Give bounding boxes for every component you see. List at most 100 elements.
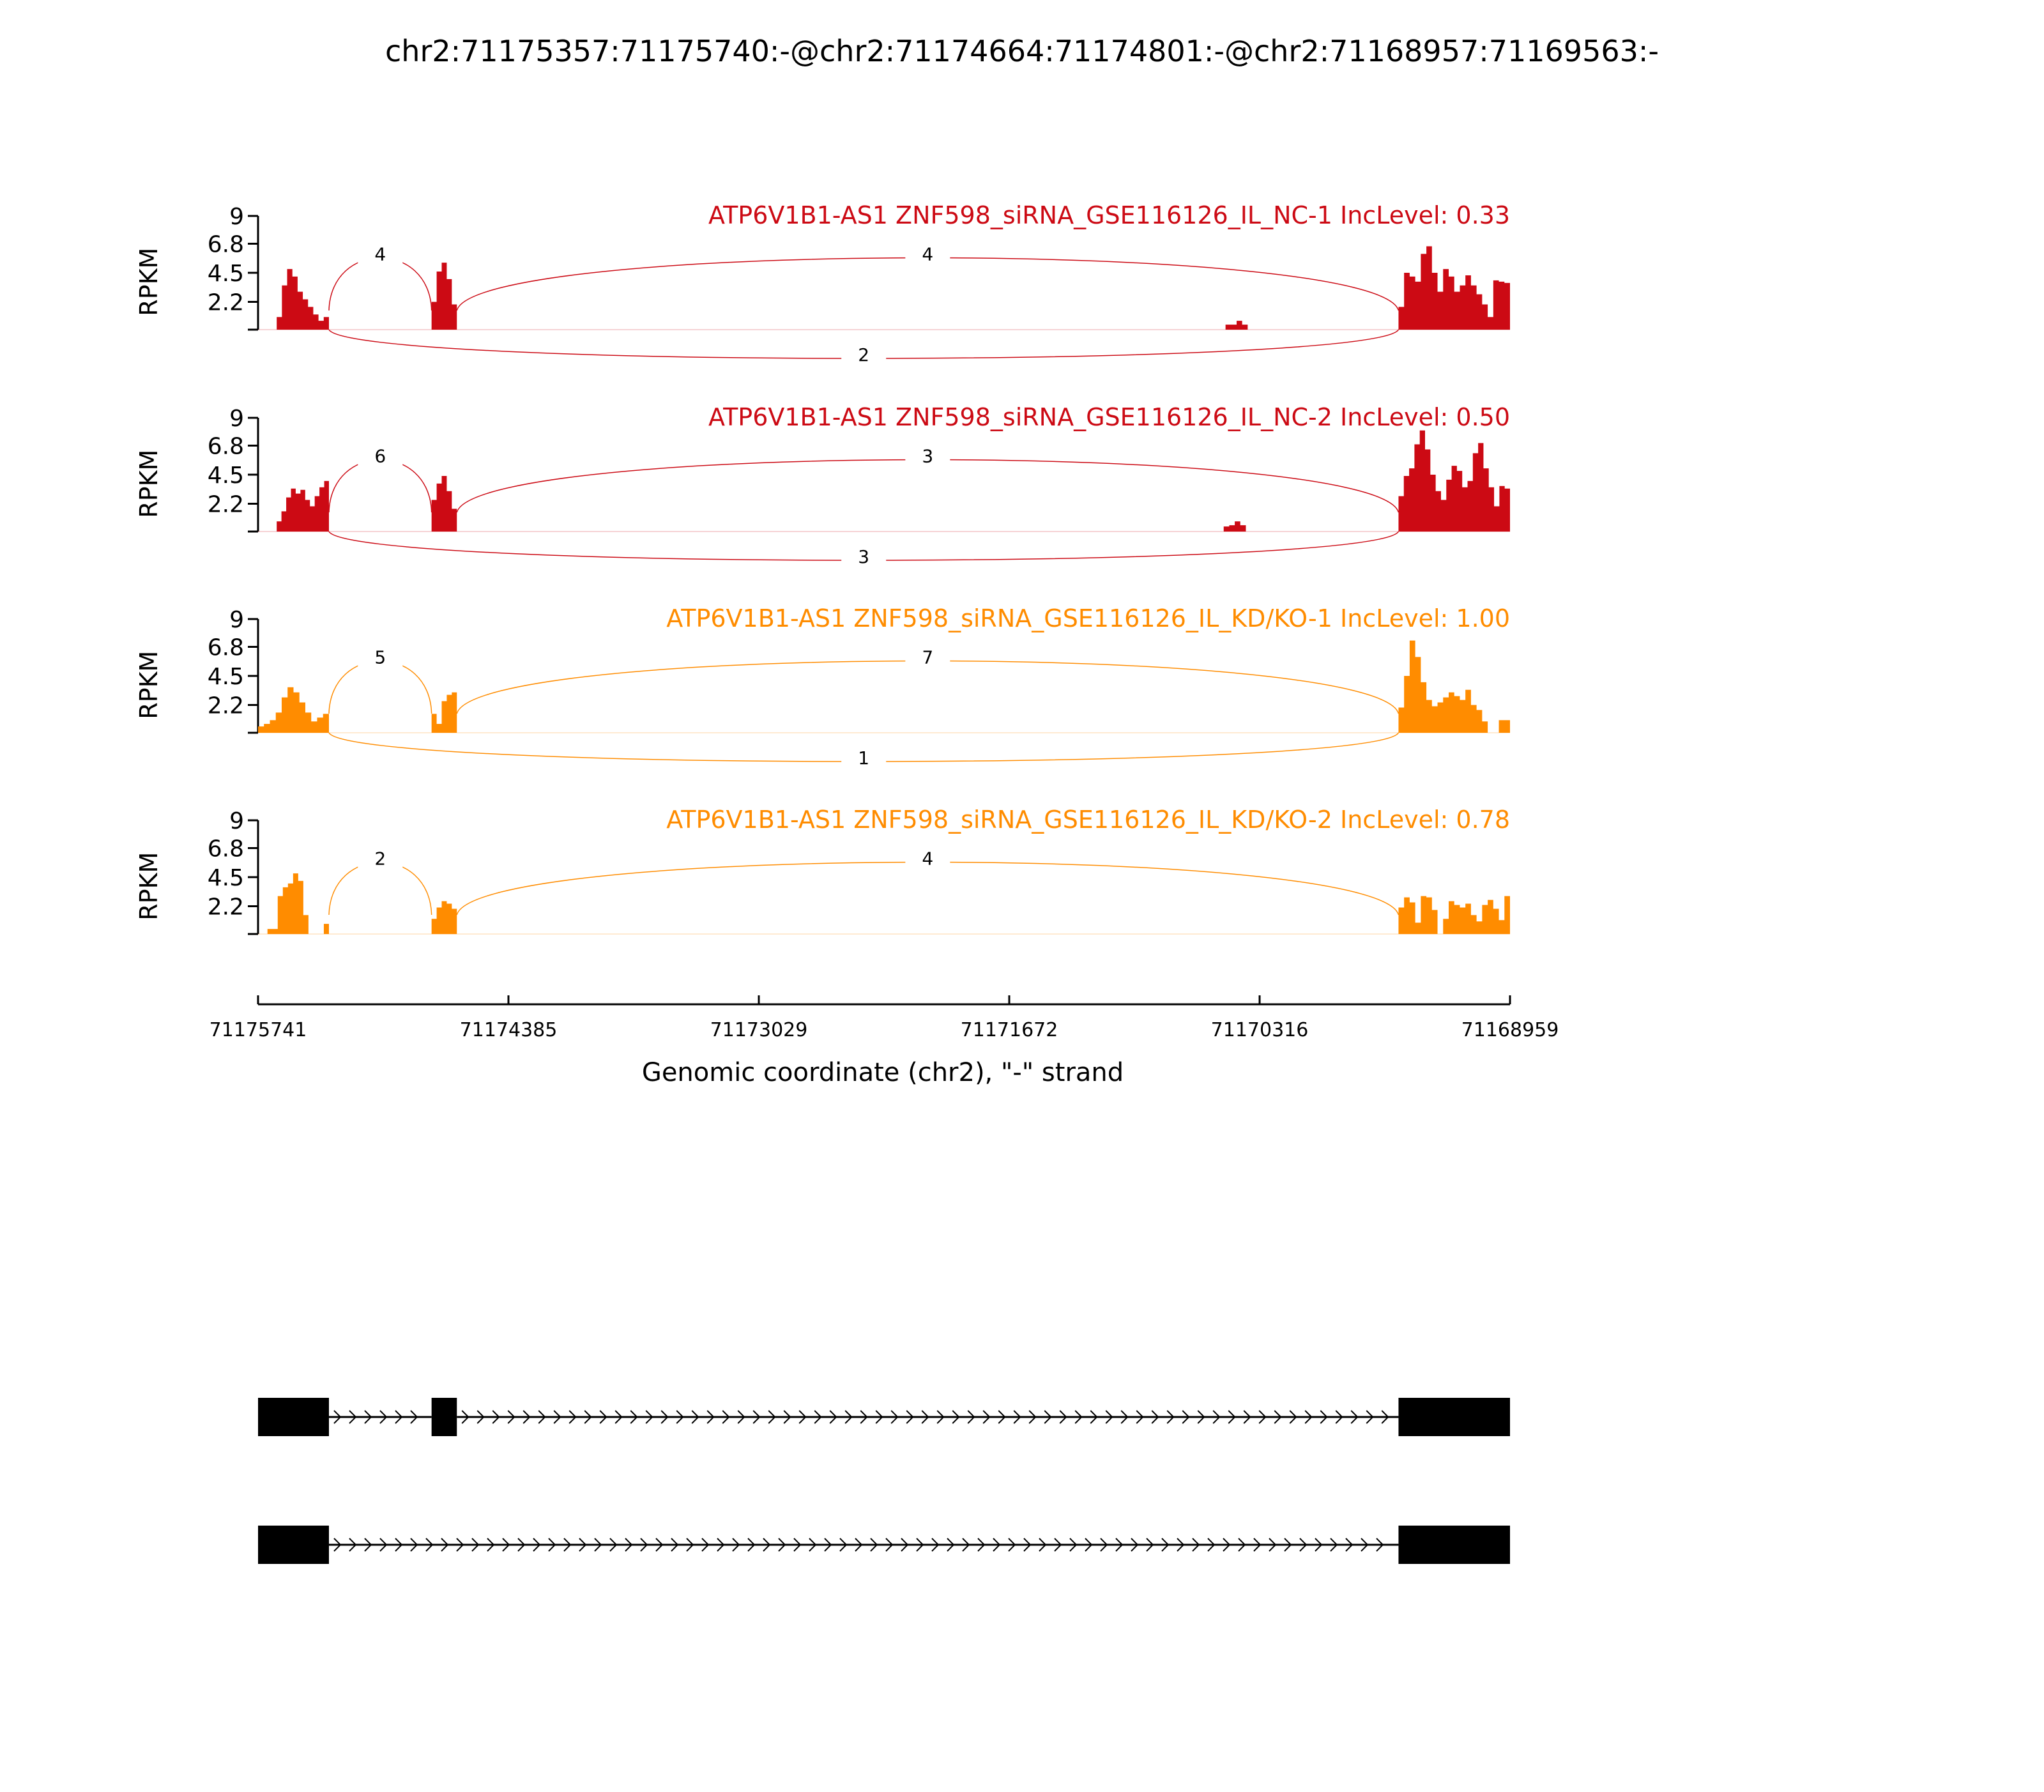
strand-chevron	[548, 1538, 556, 1552]
strand-chevron	[1335, 1410, 1343, 1424]
strand-chevron	[333, 1410, 342, 1424]
strand-chevron	[487, 1538, 495, 1552]
strand-chevron	[645, 1410, 653, 1424]
strand-chevron	[732, 1538, 740, 1552]
strand-chevron	[839, 1538, 848, 1552]
strand-chevron	[1350, 1410, 1359, 1424]
strand-chevron	[952, 1410, 960, 1424]
y-tick-label: 2.2	[208, 289, 244, 316]
strand-chevron	[947, 1538, 955, 1552]
y-tick-label: 4.5	[208, 865, 244, 891]
strand-chevron	[1090, 1410, 1098, 1424]
x-tick-label: 71174385	[460, 1019, 558, 1041]
strand-chevron	[706, 1410, 715, 1424]
strand-chevron	[594, 1538, 602, 1552]
coverage-block-2	[431, 475, 457, 532]
strand-chevron	[936, 1410, 945, 1424]
strand-chevron	[1253, 1538, 1262, 1552]
strand-chevron	[568, 1410, 577, 1424]
junction-arc	[456, 459, 1400, 513]
coverage-bar	[1398, 430, 1510, 532]
junction-count: 6	[374, 446, 386, 467]
strand-chevron	[533, 1538, 541, 1552]
exon-block	[1398, 1398, 1510, 1436]
strand-chevron	[1212, 1410, 1221, 1424]
junction-label-bg	[358, 848, 403, 869]
coverage-bar	[431, 475, 457, 532]
junction-arc	[328, 459, 432, 513]
strand-chevron	[824, 1538, 832, 1552]
strand-chevron	[737, 1410, 745, 1424]
strand-chevron	[747, 1538, 756, 1552]
coverage-block-1	[258, 687, 329, 733]
strand-chevron	[752, 1410, 761, 1424]
strand-chevron	[522, 1410, 531, 1424]
strand-chevron	[931, 1538, 940, 1552]
panel-title: ATP6V1B1-AS1 ZNF598_siRNA_GSE116126_IL_N…	[708, 201, 1510, 229]
strand-chevron	[1008, 1538, 1016, 1552]
strand-chevron	[1223, 1538, 1231, 1552]
strand-chevron	[507, 1410, 515, 1424]
coverage-block-3	[1398, 640, 1510, 733]
strand-chevron	[333, 1538, 342, 1552]
y-tick-label: 9	[229, 406, 244, 432]
panel-3: 96.8 4.5 2.2 RPKM ATP6V1B1-AS1 ZNF598_siRNA_…	[135, 604, 1510, 769]
strand-chevron	[1131, 1538, 1139, 1552]
gene-models	[258, 1398, 1510, 1564]
strand-chevron	[783, 1410, 791, 1424]
strand-chevron	[1274, 1410, 1282, 1424]
strand-chevron	[1177, 1538, 1185, 1552]
strand-chevron	[477, 1410, 485, 1424]
y-tick-label: 4.5	[208, 261, 244, 287]
junction-count: 3	[922, 446, 933, 467]
strand-chevron	[1299, 1538, 1308, 1552]
strand-chevron	[609, 1538, 618, 1552]
strand-chevron	[1366, 1410, 1374, 1424]
y-tick-label: 4.5	[208, 664, 244, 690]
strand-chevron	[1238, 1538, 1246, 1552]
strand-chevron	[1120, 1410, 1129, 1424]
y-tick-label: 9	[229, 607, 244, 633]
strand-chevron	[502, 1538, 510, 1552]
y-tick-label: 2.2	[208, 894, 244, 920]
strand-chevron	[722, 1410, 730, 1424]
x-tick-label: 71171672	[961, 1019, 1058, 1041]
strand-chevron	[660, 1410, 669, 1424]
strand-chevron	[993, 1538, 1001, 1552]
strand-chevron	[885, 1538, 894, 1552]
strand-chevron	[655, 1538, 664, 1552]
y-axis-label: RPKM	[135, 248, 163, 316]
panel-title: ATP6V1B1-AS1 ZNF598_siRNA_GSE116126_IL_K…	[666, 604, 1510, 632]
strand-chevron	[686, 1538, 694, 1552]
strand-chevron	[456, 1538, 464, 1552]
junction-label-bg	[841, 546, 887, 567]
junction-label-bg	[358, 243, 403, 264]
strand-chevron	[1146, 1538, 1154, 1552]
strand-chevron	[870, 1538, 878, 1552]
isoform-skipping	[258, 1526, 1510, 1564]
strand-chevron	[471, 1538, 480, 1552]
strand-chevron	[1345, 1538, 1354, 1552]
coverage-block-2	[431, 692, 457, 733]
strand-chevron	[579, 1538, 587, 1552]
strand-chevron	[379, 1410, 388, 1424]
strand-chevron	[1105, 1410, 1113, 1424]
coverage-block-2	[431, 901, 457, 934]
junction-count: 2	[858, 344, 869, 365]
junction-label-bg	[905, 243, 950, 264]
strand-chevron	[982, 1410, 991, 1424]
coverage-bar	[1398, 246, 1510, 330]
coverage-block-1	[277, 269, 329, 330]
strand-chevron	[538, 1410, 546, 1424]
strand-chevron	[1330, 1538, 1338, 1552]
strand-chevron	[379, 1538, 388, 1552]
coverage-bar	[258, 687, 329, 733]
strand-chevron	[1376, 1538, 1384, 1552]
strand-chevron	[977, 1538, 986, 1552]
y-axis-label: RPKM	[135, 651, 163, 719]
isoform-inclusion	[258, 1398, 1510, 1436]
strand-chevron	[921, 1410, 929, 1424]
strand-chevron	[967, 1410, 975, 1424]
